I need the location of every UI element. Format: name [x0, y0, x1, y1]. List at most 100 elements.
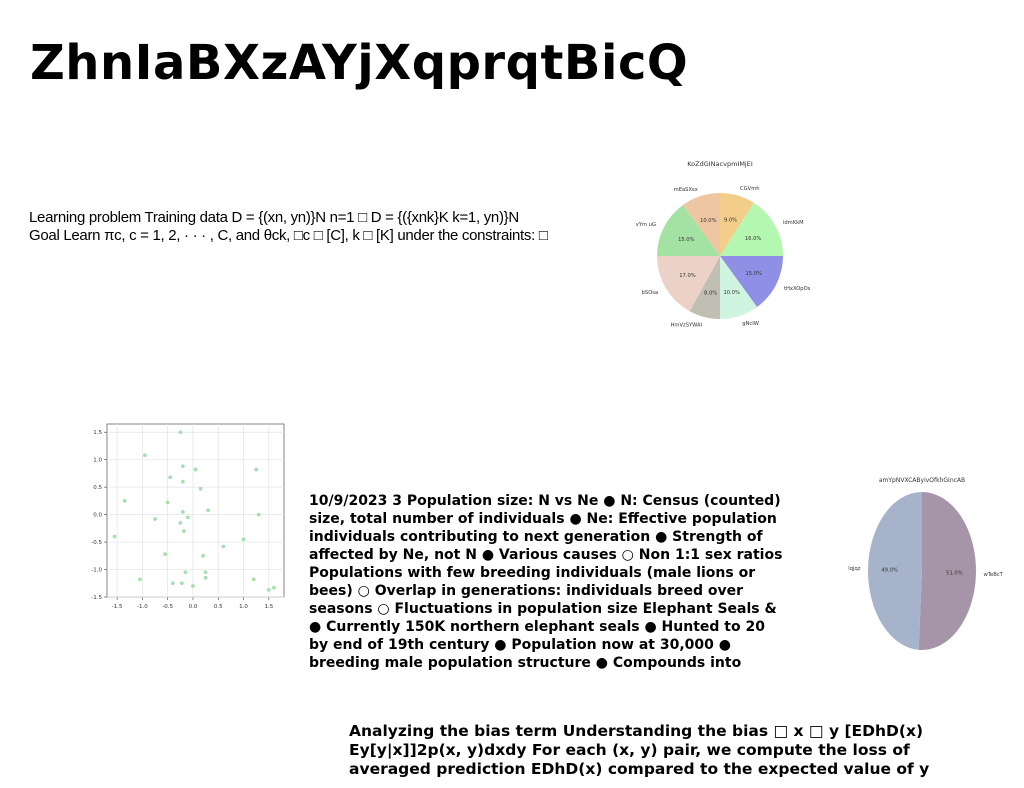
pie-slice [867, 492, 922, 650]
text-line: Ey[y|x]]2p(x, y)dxdy For each (x, y) pai… [349, 741, 910, 759]
slice-value-label: 15.0% [745, 271, 762, 277]
scatter-point [271, 585, 276, 590]
slice-value-label: 15.0% [678, 237, 695, 243]
y-tick-label: -1.0 [91, 568, 102, 574]
slice-category-label: tHxXOpOs [784, 286, 811, 292]
y-tick-label: 1.5 [93, 430, 102, 436]
pie-chart-2: amYpNVXCAByivOfkhGIncAB 51.0% wTeBcT 49.0% l… [848, 477, 1004, 650]
text-line: 10/9/2023 3 Population size: N vs Ne ● N… [309, 493, 781, 509]
text-line: bees) ○ Overlap in generations: individu… [309, 583, 744, 599]
pie-slice [657, 205, 720, 256]
scatter-point [180, 464, 185, 469]
slice-category-label: gNcIW [742, 321, 759, 327]
x-tick-label: 0.5 [214, 604, 223, 608]
slice-category-label: CGVmh [740, 186, 760, 192]
text-line: size, total number of individuals ● Ne: … [309, 511, 777, 527]
slice-value-label: 17.0% [679, 273, 696, 279]
scatter-point [191, 584, 195, 588]
slice-category-label: lqjqz [848, 566, 860, 572]
text-line: averaged prediction EDhD(x) compared to … [349, 760, 930, 778]
x-tick-label: -0.5 [162, 604, 173, 608]
slice-category-label: idmKkM [783, 220, 804, 226]
pie-slice [682, 193, 720, 256]
slice-value-label: 49.0% [881, 568, 898, 574]
scatter-point [180, 509, 185, 514]
y-tick-label: 0.5 [93, 485, 102, 491]
text-line: individuals contributing to next generat… [309, 529, 763, 545]
x-tick-label: 1.5 [264, 604, 273, 608]
scatter-point [203, 570, 208, 575]
scatter-point [201, 553, 205, 558]
plot-area [106, 423, 285, 598]
text-line: by end of 19th century ● Population now … [309, 637, 731, 653]
scatter-point [180, 479, 185, 484]
scatter-point [198, 486, 203, 491]
y-tick-label: -1.5 [91, 595, 102, 601]
scatter-point [206, 508, 211, 513]
slice-value-label: 16.0% [745, 236, 762, 242]
y-tick-label: 1.0 [93, 458, 102, 464]
scatter-point [165, 500, 170, 505]
pie-slice [720, 193, 754, 256]
pie-slice [918, 492, 976, 650]
scatter-point [178, 430, 183, 435]
pie-chart-1: KoZdGINacvpmIMjEI 9.0% CGVmh 16.0% idmKkM 15.… [636, 160, 811, 328]
slice-category-label: mEaSXsx [674, 187, 698, 193]
pie-slice [720, 256, 783, 307]
x-tick-label: -1.0 [137, 604, 148, 608]
scatter-point [179, 581, 184, 586]
scatter-point [266, 587, 271, 592]
text-line: Analyzing the bias term Understanding th… [349, 722, 924, 740]
scatter-point [221, 544, 226, 549]
scatter-point [193, 467, 198, 472]
scatter-point [186, 515, 190, 520]
scatter-point [168, 475, 173, 480]
chart-title: KoZdGINacvpmIMjEI [687, 160, 753, 168]
scatter-point [122, 498, 127, 503]
pie-slice [720, 202, 783, 256]
slice-category-label: wTeBcT [984, 572, 1004, 578]
x-tick-label: -1.5 [112, 604, 123, 608]
scatter-point [143, 453, 147, 458]
slice-value-label: 9.0% [724, 218, 737, 224]
text-line: breeding male population structure ● Com… [309, 655, 742, 671]
scatter-point [153, 517, 157, 521]
bias-term-text: Analyzing the bias term Understanding th… [349, 722, 969, 779]
slice-value-label: 8.0% [704, 291, 717, 297]
x-tick-label: 0.0 [189, 604, 198, 608]
pie-slice [689, 256, 720, 319]
scatter-point [112, 534, 117, 539]
slice-category-label: bSOsa [642, 290, 659, 296]
scatter-point [203, 575, 208, 580]
scatter-point [163, 552, 168, 557]
population-size-text: 10/9/2023 3 Population size: N vs Ne ● N… [309, 492, 809, 672]
slice-value-label: 10.0% [700, 218, 717, 224]
text-line: ● Currently 150K northern elephant seals… [309, 619, 765, 635]
scatter-point [251, 577, 256, 582]
text-line: Learning problem Training data D = {(xn,… [29, 209, 519, 226]
scatter-point [241, 537, 246, 542]
learning-problem-text: Learning problem Training data D = {(xn,… [29, 209, 619, 245]
x-tick-label: 1.0 [239, 604, 248, 608]
text-line: seasons ○ Fluctuations in population siz… [309, 601, 777, 617]
scatter-point [170, 581, 175, 586]
slice-category-label: HmVzSYWAI [671, 322, 703, 328]
text-line: Populations with few breeding individual… [309, 565, 756, 581]
slice-value-label: 10.0% [723, 290, 740, 296]
scatter-point [183, 570, 188, 575]
pie-slice [720, 256, 758, 319]
text-line: affected by Ne, not N ● Various causes ○… [309, 547, 783, 563]
scatter-point [254, 467, 259, 472]
slice-category-label: vYm uG [636, 222, 656, 228]
chart-title: amYpNVXCAByivOfkhGIncAB [879, 477, 965, 484]
y-tick-label: -0.5 [91, 540, 102, 546]
y-tick-label: 0.0 [93, 513, 102, 519]
scatter-point [256, 512, 261, 517]
scatter-chart: -1.5 -1.0 -0.5 0.0 0.5 1.0 1.5 1.5 1.0 0.5 0.0 -0.5… [91, 423, 285, 608]
text-line: Goal Learn πc, c = 1, 2, · · · , C, and … [29, 227, 548, 244]
pie-slice [657, 256, 720, 312]
page-title: ZhnIaBXzAYjXqprqtBicQ [30, 35, 689, 91]
slice-value-label: 51.0% [946, 570, 963, 576]
scatter-point [181, 529, 186, 533]
scatter-point [137, 577, 142, 582]
